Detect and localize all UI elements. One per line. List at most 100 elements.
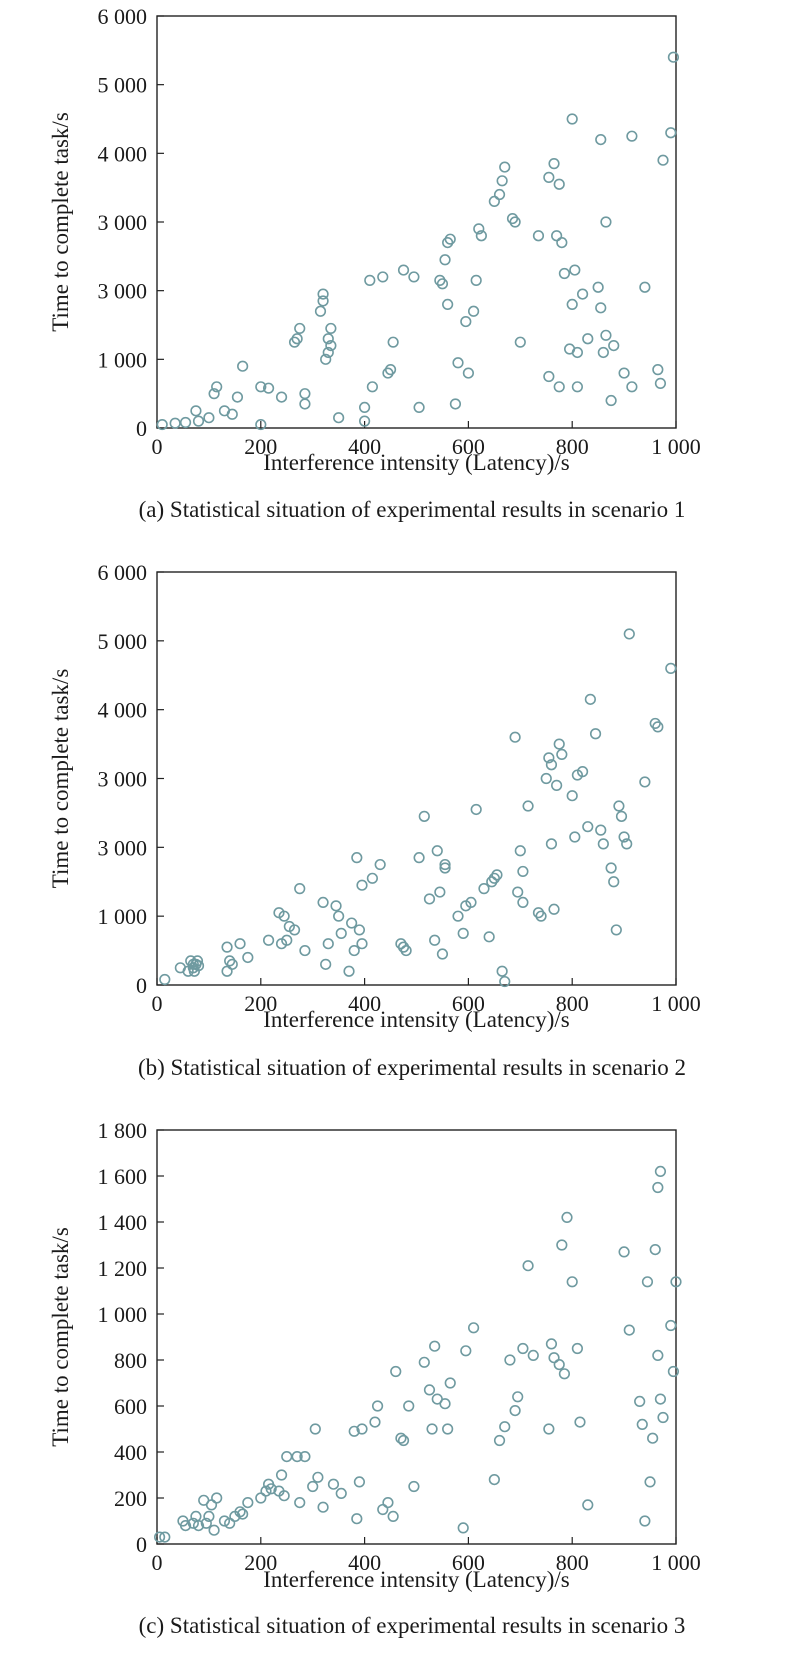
- scatter-point: [179, 1519, 192, 1532]
- x-tick-label: 200: [244, 1550, 277, 1575]
- scatter-point: [665, 662, 677, 674]
- scatter-point: [353, 924, 366, 936]
- scatter-point: [200, 1517, 212, 1529]
- y-tick-label: 1 000: [98, 904, 148, 929]
- scatter-point: [493, 1434, 506, 1447]
- scatter-point: [543, 1423, 555, 1435]
- scatter-point: [543, 370, 555, 383]
- scatter-point: [589, 728, 602, 740]
- scatter-point: [649, 1243, 661, 1256]
- scatter-point: [208, 1524, 220, 1536]
- scatter-point: [333, 910, 345, 922]
- scatter-point: [314, 305, 327, 317]
- scatter-point: [504, 1354, 516, 1366]
- scatter-point: [434, 886, 446, 898]
- scatter-point: [618, 831, 630, 843]
- scatter-point: [382, 367, 394, 379]
- scatter-point: [574, 1416, 586, 1428]
- y-tick-label: 3 000: [98, 279, 148, 304]
- scatter-point: [221, 941, 233, 953]
- scatter-point: [592, 281, 604, 293]
- scatter-point: [192, 1519, 205, 1532]
- scatter-point: [218, 1515, 231, 1527]
- plot-frame: [156, 1129, 677, 1545]
- scatter-point: [234, 1506, 246, 1518]
- scatter-point: [403, 1400, 415, 1412]
- x-axis-title: Interference intensity (Latency)/s: [263, 450, 570, 475]
- scatter-point: [569, 831, 581, 843]
- scatter-point: [639, 281, 651, 293]
- scatter-point: [491, 869, 503, 881]
- scatter-point: [291, 333, 303, 345]
- scatter-point: [517, 896, 529, 909]
- y-tick-label: 800: [114, 1348, 147, 1373]
- scatter-point: [423, 1384, 436, 1396]
- x-tick-label: 1 000: [651, 991, 701, 1016]
- y-tick-label: 1 800: [98, 1118, 148, 1143]
- scatter-point: [665, 1319, 677, 1332]
- scatter-point: [335, 927, 347, 939]
- x-tick-label: 400: [348, 434, 381, 459]
- scatter-point: [390, 1365, 402, 1378]
- scatter-point: [299, 944, 311, 957]
- scatter-point: [299, 388, 311, 400]
- scatter-point: [400, 944, 412, 957]
- scatter-point: [543, 171, 555, 183]
- scatter-point: [556, 237, 568, 249]
- x-tick-label: 800: [556, 1550, 589, 1575]
- y-tick-label: 3 000: [98, 767, 148, 792]
- scatter-point: [224, 955, 236, 967]
- scatter-point: [442, 237, 454, 249]
- scatter-point: [608, 876, 620, 888]
- scatter-point: [641, 1276, 654, 1288]
- scatter-point: [275, 1469, 288, 1481]
- scatter-point: [320, 958, 332, 970]
- scatter-point: [551, 779, 563, 791]
- scatter-point: [192, 960, 205, 972]
- scatter-point: [452, 910, 464, 922]
- scatter-point: [499, 1421, 511, 1433]
- y-tick-label: 1 200: [98, 1256, 148, 1281]
- chart-panel-3: 0 200 400 600 800 1 000 1 200 1 400 1 600 1 800 0 2…: [48, 1118, 701, 1638]
- scatter-point: [191, 955, 204, 967]
- scatter-point: [397, 1434, 410, 1447]
- scatter-point: [595, 134, 607, 146]
- scatter-point: [582, 333, 594, 345]
- x-tick-label: 1 000: [651, 434, 701, 459]
- scatter-point: [569, 264, 581, 276]
- scatter-point: [369, 1416, 381, 1428]
- scatter-point: [205, 1499, 218, 1511]
- scatter-point: [353, 1476, 366, 1488]
- scatter-point: [439, 254, 451, 266]
- scatter-point: [545, 1338, 558, 1350]
- scatter-point: [262, 934, 275, 946]
- x-tick-label: 0: [152, 1550, 163, 1575]
- scatter-point: [532, 230, 545, 242]
- scatter-point: [351, 852, 363, 864]
- y-tick-label: 3 000: [98, 210, 148, 235]
- scatter-point: [457, 927, 469, 939]
- x-tick-label: 0: [152, 434, 163, 459]
- y-tick-label: 5 000: [98, 629, 148, 654]
- scatter-point: [545, 759, 558, 771]
- scatter-point: [156, 418, 168, 431]
- scatter-point: [327, 1478, 340, 1490]
- scatter-point: [621, 838, 633, 850]
- y-tick-label: 6 000: [98, 560, 148, 585]
- y-axis-title: Time to complete task/s: [48, 1227, 73, 1447]
- scatter-point: [299, 1450, 311, 1463]
- scatter-point: [652, 1349, 664, 1361]
- scatter-point: [566, 113, 578, 125]
- scatter-point: [359, 401, 371, 414]
- scatter-point: [211, 381, 223, 393]
- scatter-point: [359, 415, 371, 427]
- scatter-point: [211, 1492, 223, 1504]
- scatter-point: [288, 924, 301, 936]
- scatter-point: [467, 1322, 480, 1334]
- scatter-point: [654, 377, 667, 389]
- scatter-point: [605, 394, 617, 407]
- scatter-point: [408, 271, 420, 283]
- y-tick-label: 1 000: [98, 347, 148, 372]
